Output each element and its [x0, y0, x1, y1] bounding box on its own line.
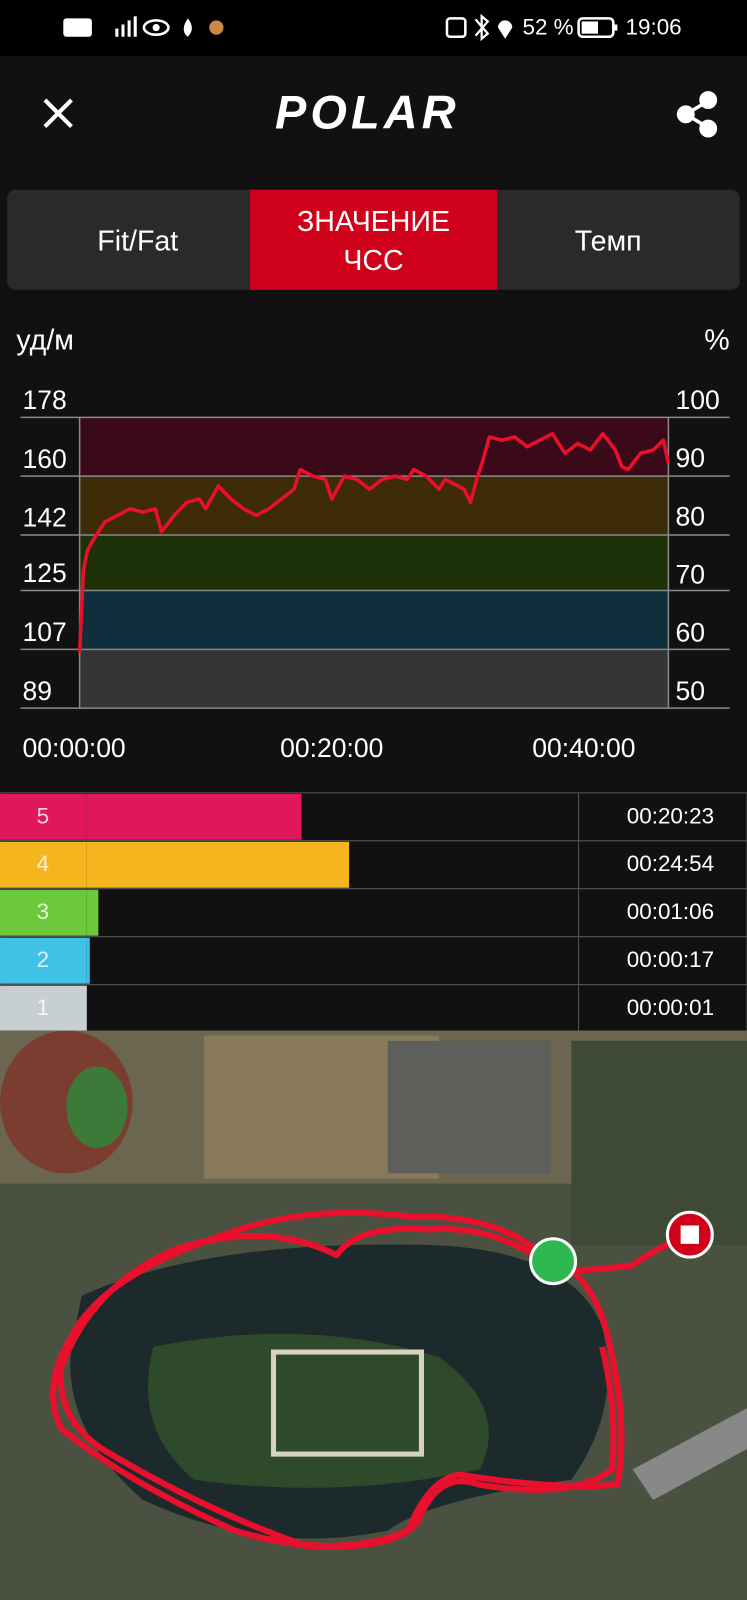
- tab-label[interactable]: ЗНАЧЕНИЕ: [297, 206, 450, 238]
- zone-row: [0, 984, 747, 1034]
- logo: POLAR: [275, 87, 460, 139]
- zone-time: 00:00:01: [627, 995, 714, 1020]
- close-button[interactable]: [43, 98, 73, 128]
- hr-chart: 178 160 142 125 107 89 100 90 80 70 60 50 00:00:00 00…: [20, 385, 730, 763]
- zone-bar: [86, 937, 90, 984]
- y-tick-label: 142: [22, 503, 66, 533]
- y-tick-label: 160: [22, 444, 66, 474]
- zone-label: 5: [37, 803, 49, 828]
- zone-time: 00:20:23: [627, 803, 714, 828]
- y-tick-label: 125: [22, 558, 66, 588]
- zone-band: [79, 534, 669, 591]
- tab-label[interactable]: ЧСС: [343, 245, 403, 277]
- zone-time: 00:24:54: [627, 851, 714, 876]
- y-tick-label: 89: [22, 676, 52, 706]
- zone-table: 5 00:20:23 4 00:24:54 3 00:01:06 2 00:00:17 1 00:…: [0, 792, 747, 1034]
- x-tick-label: 00:00:00: [22, 733, 125, 763]
- y2-tick-label: 70: [676, 560, 705, 590]
- y2-tick-label: 80: [676, 501, 705, 531]
- zone-label: 3: [37, 899, 49, 924]
- clock: 19:06: [626, 14, 682, 39]
- active-tab[interactable]: [250, 189, 497, 290]
- zone-label-cell: [0, 889, 87, 936]
- y2-axis-label: %: [704, 324, 729, 356]
- zone-label: 4: [37, 851, 49, 876]
- zone-band: [79, 590, 669, 650]
- share-button[interactable]: [676, 91, 718, 138]
- zone-label-cell: [0, 937, 87, 984]
- zone-label: 2: [37, 947, 49, 972]
- y2-tick-label: 100: [676, 385, 720, 415]
- y2-tick-label: 60: [676, 618, 705, 648]
- y-tick-label: 107: [22, 617, 66, 647]
- hr-line: [77, 431, 671, 653]
- zone-band: [79, 649, 669, 709]
- zone-bar: [86, 793, 302, 840]
- zone-row: [0, 936, 747, 986]
- zone-bar: [86, 841, 350, 888]
- x-tick-label: 00:20:00: [280, 733, 383, 763]
- map: [0, 1030, 747, 1600]
- zone-label-cell: [0, 985, 87, 1032]
- zone-time: 00:00:17: [627, 947, 714, 972]
- status-icons: [63, 13, 618, 42]
- y2-tick-label: 90: [676, 443, 705, 473]
- battery-text: 52 %: [522, 14, 573, 39]
- y-axis-label: уд/м: [16, 324, 74, 356]
- tab-label[interactable]: Темп: [575, 225, 642, 257]
- zone-band: [79, 417, 669, 477]
- zone-label: 1: [37, 995, 49, 1020]
- tab-label[interactable]: Fit/Fat: [97, 225, 178, 257]
- x-tick-label: 00:40:00: [532, 733, 635, 763]
- y-tick-label: 178: [22, 385, 66, 415]
- zone-label-cell: [0, 793, 87, 840]
- zone-bar: [86, 889, 99, 936]
- zone-label-cell: [0, 841, 87, 888]
- zone-time: 00:01:06: [627, 899, 714, 924]
- y2-tick-label: 50: [676, 676, 705, 706]
